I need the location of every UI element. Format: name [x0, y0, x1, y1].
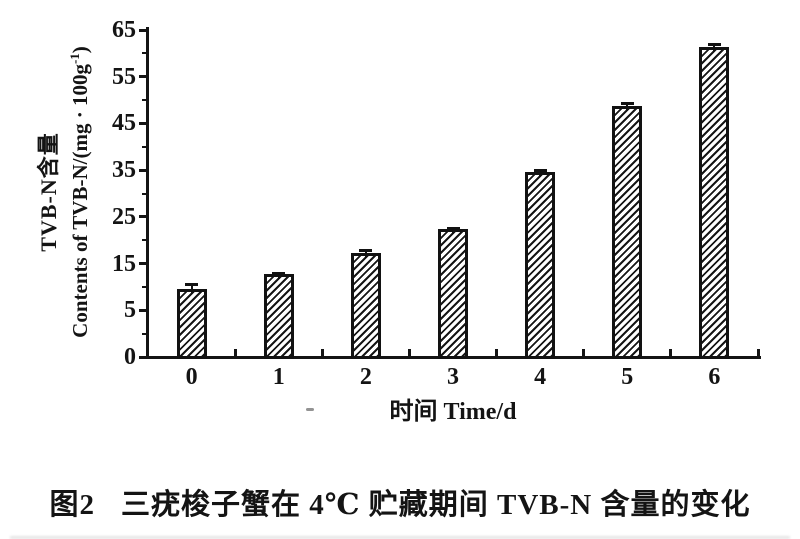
y-tick-35: [139, 168, 148, 172]
x-boundary-tick-5: [582, 349, 586, 357]
x-boundary-tick-7: [756, 349, 760, 357]
x-boundary-tick-6: [669, 349, 673, 357]
y-tick-45: [139, 121, 148, 125]
y-tick-label-55: 55: [112, 63, 136, 90]
x-boundary-tick-4: [495, 349, 499, 357]
error-bar-stem-0: [190, 284, 193, 294]
bar-day-5: [612, 105, 643, 359]
x-tick-label-6: 6: [708, 364, 721, 390]
scan-shadow-artifact: [10, 536, 790, 539]
y-axis-title: TVB-N含量 Contents of TVB-N/(mg · 100g-1): [35, 17, 92, 367]
y-tick-label-25: 25: [112, 203, 136, 230]
x-boundary-tick-3: [407, 349, 411, 357]
bar-day-3: [438, 229, 468, 359]
caption-text: 三疣梭子蟹在 4℃ 贮藏期间 TVB-N 含量的变化: [121, 489, 751, 521]
y-axis-title-en: Contents of TVB-N/(mg · 100g-1): [67, 46, 92, 338]
superscript-minus-one: -1: [67, 53, 82, 65]
scan-artifact: [306, 408, 314, 411]
error-bar-cap-6: [707, 43, 721, 47]
y-minor-tick-2: [142, 239, 147, 242]
x-tick-label-3: 3: [447, 364, 459, 390]
y-tick-label-45: 45: [112, 110, 136, 137]
error-bar-cap-3: [446, 226, 460, 230]
bar-day-0: [176, 288, 207, 359]
y-tick-15: [139, 262, 148, 266]
error-bar-cap-5: [620, 102, 634, 106]
error-bar-cap-2: [359, 248, 373, 252]
y-tick-label-35: 35: [112, 157, 136, 184]
x-tick-label-5: 5: [621, 364, 634, 390]
x-tick-label-4: 4: [534, 364, 547, 390]
y-minor-tick-0: [142, 332, 147, 335]
x-tick-label-1: 1: [272, 364, 285, 390]
error-bar-cap-1: [272, 271, 286, 275]
error-bar-stem-6: [713, 44, 716, 53]
error-bar-stem-2: [364, 250, 367, 258]
x-boundary-tick-1: [233, 349, 237, 357]
y-tick-label-5: 5: [124, 297, 136, 324]
y-minor-tick-6: [142, 52, 147, 55]
bar-day-1: [263, 274, 294, 359]
bar-day-2: [350, 252, 381, 359]
x-tick-label-0: 0: [185, 364, 198, 390]
error-bar-stem-5: [626, 103, 629, 111]
y-tick-65: [139, 28, 148, 32]
x-tick-label-2: 2: [359, 364, 372, 390]
error-bar-stem-3: [452, 228, 454, 235]
error-bar-stem-4: [539, 170, 542, 178]
y-tick-label-65: 65: [112, 17, 136, 43]
y-tick-5: [139, 308, 148, 312]
error-bar-stem-1: [277, 273, 280, 280]
y-axis-title-cn: TVB-N含量: [36, 132, 61, 252]
y-minor-tick-3: [142, 192, 147, 195]
bar-day-6: [699, 47, 730, 359]
y-tick-55: [139, 75, 148, 79]
y-tick-label-0: 0: [124, 344, 136, 370]
figure-number: 图2: [49, 489, 96, 521]
y-tick-25: [139, 215, 148, 219]
y-axis-line: [146, 27, 149, 359]
y-minor-tick-1: [142, 285, 147, 288]
y-tick-0: [139, 355, 148, 359]
y-minor-tick-4: [142, 145, 147, 148]
error-bar-cap-0: [185, 283, 199, 287]
y-minor-tick-5: [142, 99, 147, 102]
figure-caption: 图2 三疣梭子蟹在 4℃ 贮藏期间 TVB-N 含量的变化: [0, 481, 800, 523]
bar-day-4: [525, 172, 556, 359]
y-tick-label-15: 15: [112, 250, 136, 277]
x-axis-title: 时间 Time/d: [389, 399, 517, 425]
x-boundary-tick-2: [320, 349, 324, 357]
error-bar-cap-4: [533, 168, 547, 172]
